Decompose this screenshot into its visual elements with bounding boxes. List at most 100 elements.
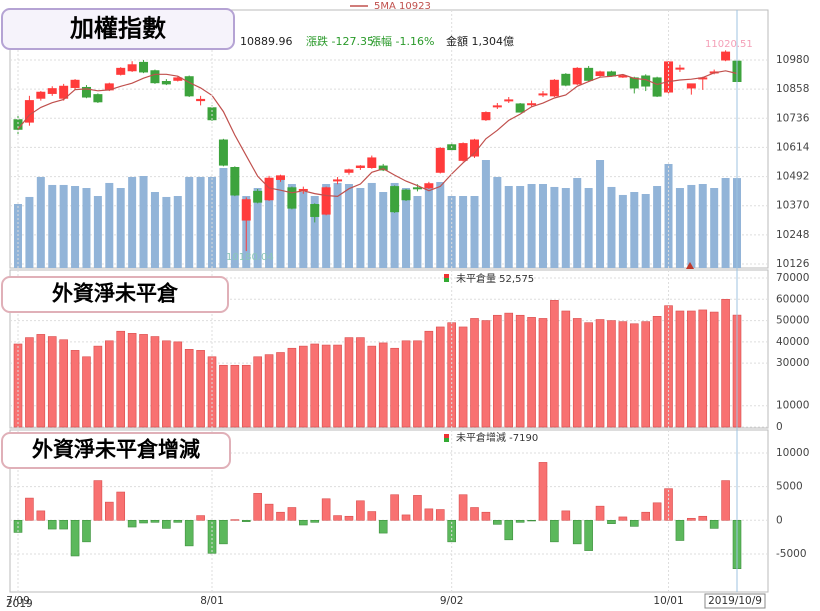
bar — [721, 298, 730, 428]
bar — [607, 320, 616, 428]
volume-bar — [253, 188, 262, 268]
candle-body — [70, 79, 80, 88]
volume-bar — [162, 196, 171, 268]
marker — [686, 262, 694, 269]
x-label-box — [704, 593, 766, 609]
candle-body — [344, 169, 354, 173]
title-box — [1, 276, 229, 313]
bar — [116, 330, 126, 428]
bar — [344, 337, 354, 428]
bar — [390, 494, 399, 521]
bar — [629, 519, 639, 527]
bar — [367, 511, 377, 521]
candle-body — [401, 189, 411, 201]
bar — [629, 323, 639, 428]
bar — [127, 333, 137, 428]
volume-bar — [424, 188, 433, 268]
bar — [435, 326, 445, 428]
legend-label: 未平倉增減 -7190 — [456, 431, 538, 444]
volume-bar — [379, 192, 388, 268]
volume-bar — [481, 160, 490, 268]
bar — [173, 519, 183, 523]
y-tick-label: 10858 — [776, 83, 809, 95]
bar — [253, 493, 262, 521]
volume-bar — [675, 188, 684, 268]
volume-bar — [538, 184, 547, 268]
candle-body — [584, 67, 594, 81]
candle-body — [24, 100, 34, 123]
change-info: 漲跌 -127.35 — [306, 34, 374, 48]
bar — [25, 337, 34, 428]
bar — [82, 519, 91, 543]
bar — [709, 519, 719, 529]
bar — [572, 519, 582, 545]
bar — [184, 519, 194, 547]
candle-body — [173, 77, 183, 81]
bar — [618, 516, 628, 521]
bar — [219, 519, 228, 545]
bar — [253, 356, 262, 428]
candle-body — [538, 93, 548, 96]
y-tick-label: 10248 — [776, 229, 809, 241]
volume-bar — [173, 196, 182, 268]
x-tick-label: 8/01 — [200, 595, 224, 607]
bar — [127, 519, 137, 528]
volume-bar — [196, 176, 205, 268]
volume-bar — [322, 184, 331, 268]
volume-bar — [25, 196, 34, 268]
bar — [595, 319, 605, 428]
candle-body — [139, 61, 149, 73]
bar — [264, 503, 274, 521]
bar — [59, 339, 68, 428]
volume-bar — [356, 188, 365, 268]
bar — [481, 320, 491, 428]
candle-body — [230, 166, 240, 196]
volume-bar — [504, 186, 513, 268]
volume-bar — [710, 188, 719, 268]
bar — [59, 519, 68, 530]
bar — [458, 326, 468, 428]
candle-body — [549, 79, 559, 97]
chart-title: 外資淨未平倉 — [52, 281, 179, 306]
candle-body — [424, 183, 434, 189]
candle-body — [481, 112, 491, 121]
candle-body — [675, 67, 685, 70]
bar — [378, 519, 388, 534]
candle-body — [595, 71, 605, 77]
bar — [401, 514, 411, 521]
volume-bar — [344, 184, 353, 268]
candle-body — [721, 51, 731, 61]
candle-body — [59, 85, 69, 99]
volume-bar — [413, 196, 422, 268]
volume-bar — [139, 176, 148, 268]
candle-body — [241, 199, 251, 221]
bar — [276, 511, 285, 521]
candle-body — [515, 103, 525, 113]
bar — [162, 340, 171, 428]
volume-bar — [687, 184, 696, 268]
bar — [641, 511, 650, 521]
bar — [538, 318, 548, 428]
bar — [105, 501, 114, 521]
bar — [709, 311, 719, 428]
y-tick-label: 10000 — [776, 400, 809, 412]
volume-bar — [493, 176, 502, 268]
y-tick-label: -5000 — [776, 548, 807, 560]
amount-info: 金額 1,304億 — [446, 34, 514, 48]
max-label: 11020.51 — [705, 39, 753, 50]
bar — [93, 480, 103, 521]
volume-bar — [721, 178, 730, 268]
bar — [196, 515, 205, 521]
bar — [264, 354, 274, 428]
volume-bar — [128, 176, 137, 268]
bar — [321, 344, 331, 428]
volume-bar — [276, 176, 285, 268]
candle-body — [253, 190, 263, 203]
volume-bar — [516, 186, 525, 268]
volume-bar — [630, 192, 639, 268]
legend-swatch — [444, 434, 449, 438]
volume-bar — [185, 176, 194, 268]
bar — [572, 318, 582, 428]
pct-info: 漲幅 -1.16% — [370, 35, 434, 48]
volume-bar — [618, 194, 627, 268]
